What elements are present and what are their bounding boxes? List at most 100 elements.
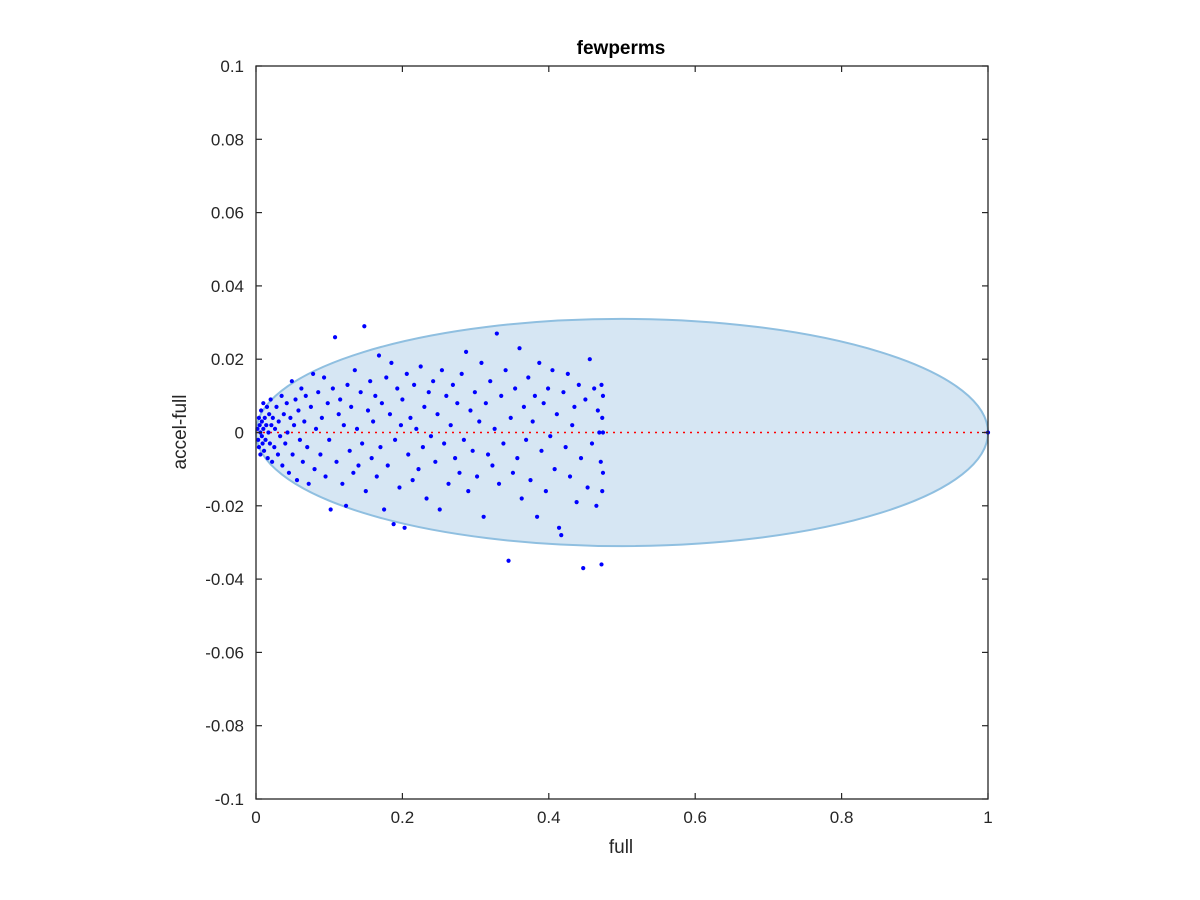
data-point — [406, 452, 411, 457]
y-tick-label: -0.08 — [205, 717, 244, 736]
data-point — [416, 467, 421, 472]
data-point — [576, 382, 581, 387]
data-point — [288, 415, 293, 420]
data-point — [256, 445, 262, 450]
data-point — [397, 485, 402, 490]
data-point — [330, 386, 335, 391]
data-point — [338, 397, 343, 402]
data-point — [354, 426, 360, 431]
data-point — [506, 558, 511, 563]
data-point — [597, 430, 602, 435]
data-point — [389, 360, 394, 365]
data-point — [343, 503, 349, 508]
data-point — [290, 452, 295, 457]
data-point — [336, 412, 341, 417]
data-point — [341, 423, 346, 428]
data-point — [258, 452, 263, 457]
data-point — [581, 566, 586, 571]
data-point — [374, 474, 379, 479]
data-point — [543, 489, 548, 494]
data-point — [278, 434, 283, 439]
data-point — [303, 393, 308, 398]
x-axis-title: full — [609, 837, 633, 858]
data-point — [433, 459, 438, 464]
data-point — [376, 353, 382, 358]
data-point — [508, 415, 513, 420]
data-point — [363, 489, 368, 494]
data-point — [358, 390, 363, 395]
data-point — [385, 463, 390, 468]
data-point — [545, 386, 551, 391]
data-point — [259, 419, 264, 424]
data-point — [340, 481, 345, 486]
data-point — [293, 397, 298, 402]
y-tick-label: 0.04 — [211, 277, 244, 296]
data-point — [270, 459, 275, 464]
data-point — [269, 423, 274, 428]
data-point — [554, 412, 559, 417]
data-point — [384, 375, 389, 380]
data-point — [296, 408, 301, 413]
data-point — [368, 379, 373, 384]
x-tick-label: 0 — [251, 808, 260, 827]
data-point — [470, 448, 475, 453]
data-point — [439, 368, 445, 373]
data-point — [264, 404, 270, 409]
data-point — [501, 441, 506, 446]
x-tick-label: 1 — [983, 808, 992, 827]
data-point — [428, 434, 434, 439]
data-point — [499, 393, 504, 398]
data-point — [316, 390, 321, 395]
data-point — [578, 456, 584, 461]
data-point — [485, 452, 491, 457]
data-point — [483, 401, 488, 406]
data-point — [587, 357, 592, 362]
data-point — [402, 525, 407, 530]
data-point — [448, 423, 453, 428]
data-point — [444, 393, 449, 398]
data-point — [488, 379, 493, 384]
y-tick-label: 0.02 — [211, 350, 244, 369]
data-point — [519, 496, 524, 501]
data-point — [266, 430, 271, 435]
data-point — [378, 445, 383, 450]
data-point — [268, 397, 273, 402]
data-point — [426, 390, 431, 395]
data-point — [466, 489, 471, 494]
data-point — [435, 412, 440, 417]
data-point — [594, 503, 599, 508]
data-point — [274, 404, 279, 409]
data-point — [472, 390, 477, 395]
data-point — [424, 496, 429, 501]
data-point — [286, 470, 292, 475]
y-tick-labels: -0.1 -0.08 -0.06 -0.04 -0.02 0 0.02 0.04 0.06 0.0… — [205, 57, 244, 809]
y-tick-label: 0.1 — [220, 57, 244, 76]
x-tick-label: 0.8 — [830, 808, 854, 827]
data-point — [395, 386, 400, 391]
data-point — [256, 415, 262, 420]
data-point — [263, 437, 268, 442]
x-tick-labels: 0 0.2 0.4 0.6 0.8 1 — [251, 808, 992, 827]
data-point — [302, 419, 307, 424]
data-point — [369, 456, 374, 461]
x-tick-label: 0.2 — [391, 808, 415, 827]
data-points — [255, 324, 991, 571]
data-point — [461, 437, 466, 442]
data-point — [299, 386, 304, 391]
y-tick-label: 0.06 — [211, 204, 244, 223]
data-point — [513, 386, 518, 391]
data-point — [524, 437, 529, 442]
y-tick-label: -0.06 — [205, 643, 244, 662]
data-point — [496, 481, 502, 486]
data-point — [347, 448, 352, 453]
y-tick-label: -0.1 — [215, 790, 244, 809]
data-point — [494, 331, 499, 336]
data-point — [289, 379, 294, 384]
data-point — [431, 379, 436, 384]
data-point — [534, 514, 540, 519]
data-point — [479, 360, 484, 365]
data-point — [404, 371, 409, 376]
data-point — [391, 522, 396, 527]
y-tick-label: 0 — [235, 424, 244, 443]
